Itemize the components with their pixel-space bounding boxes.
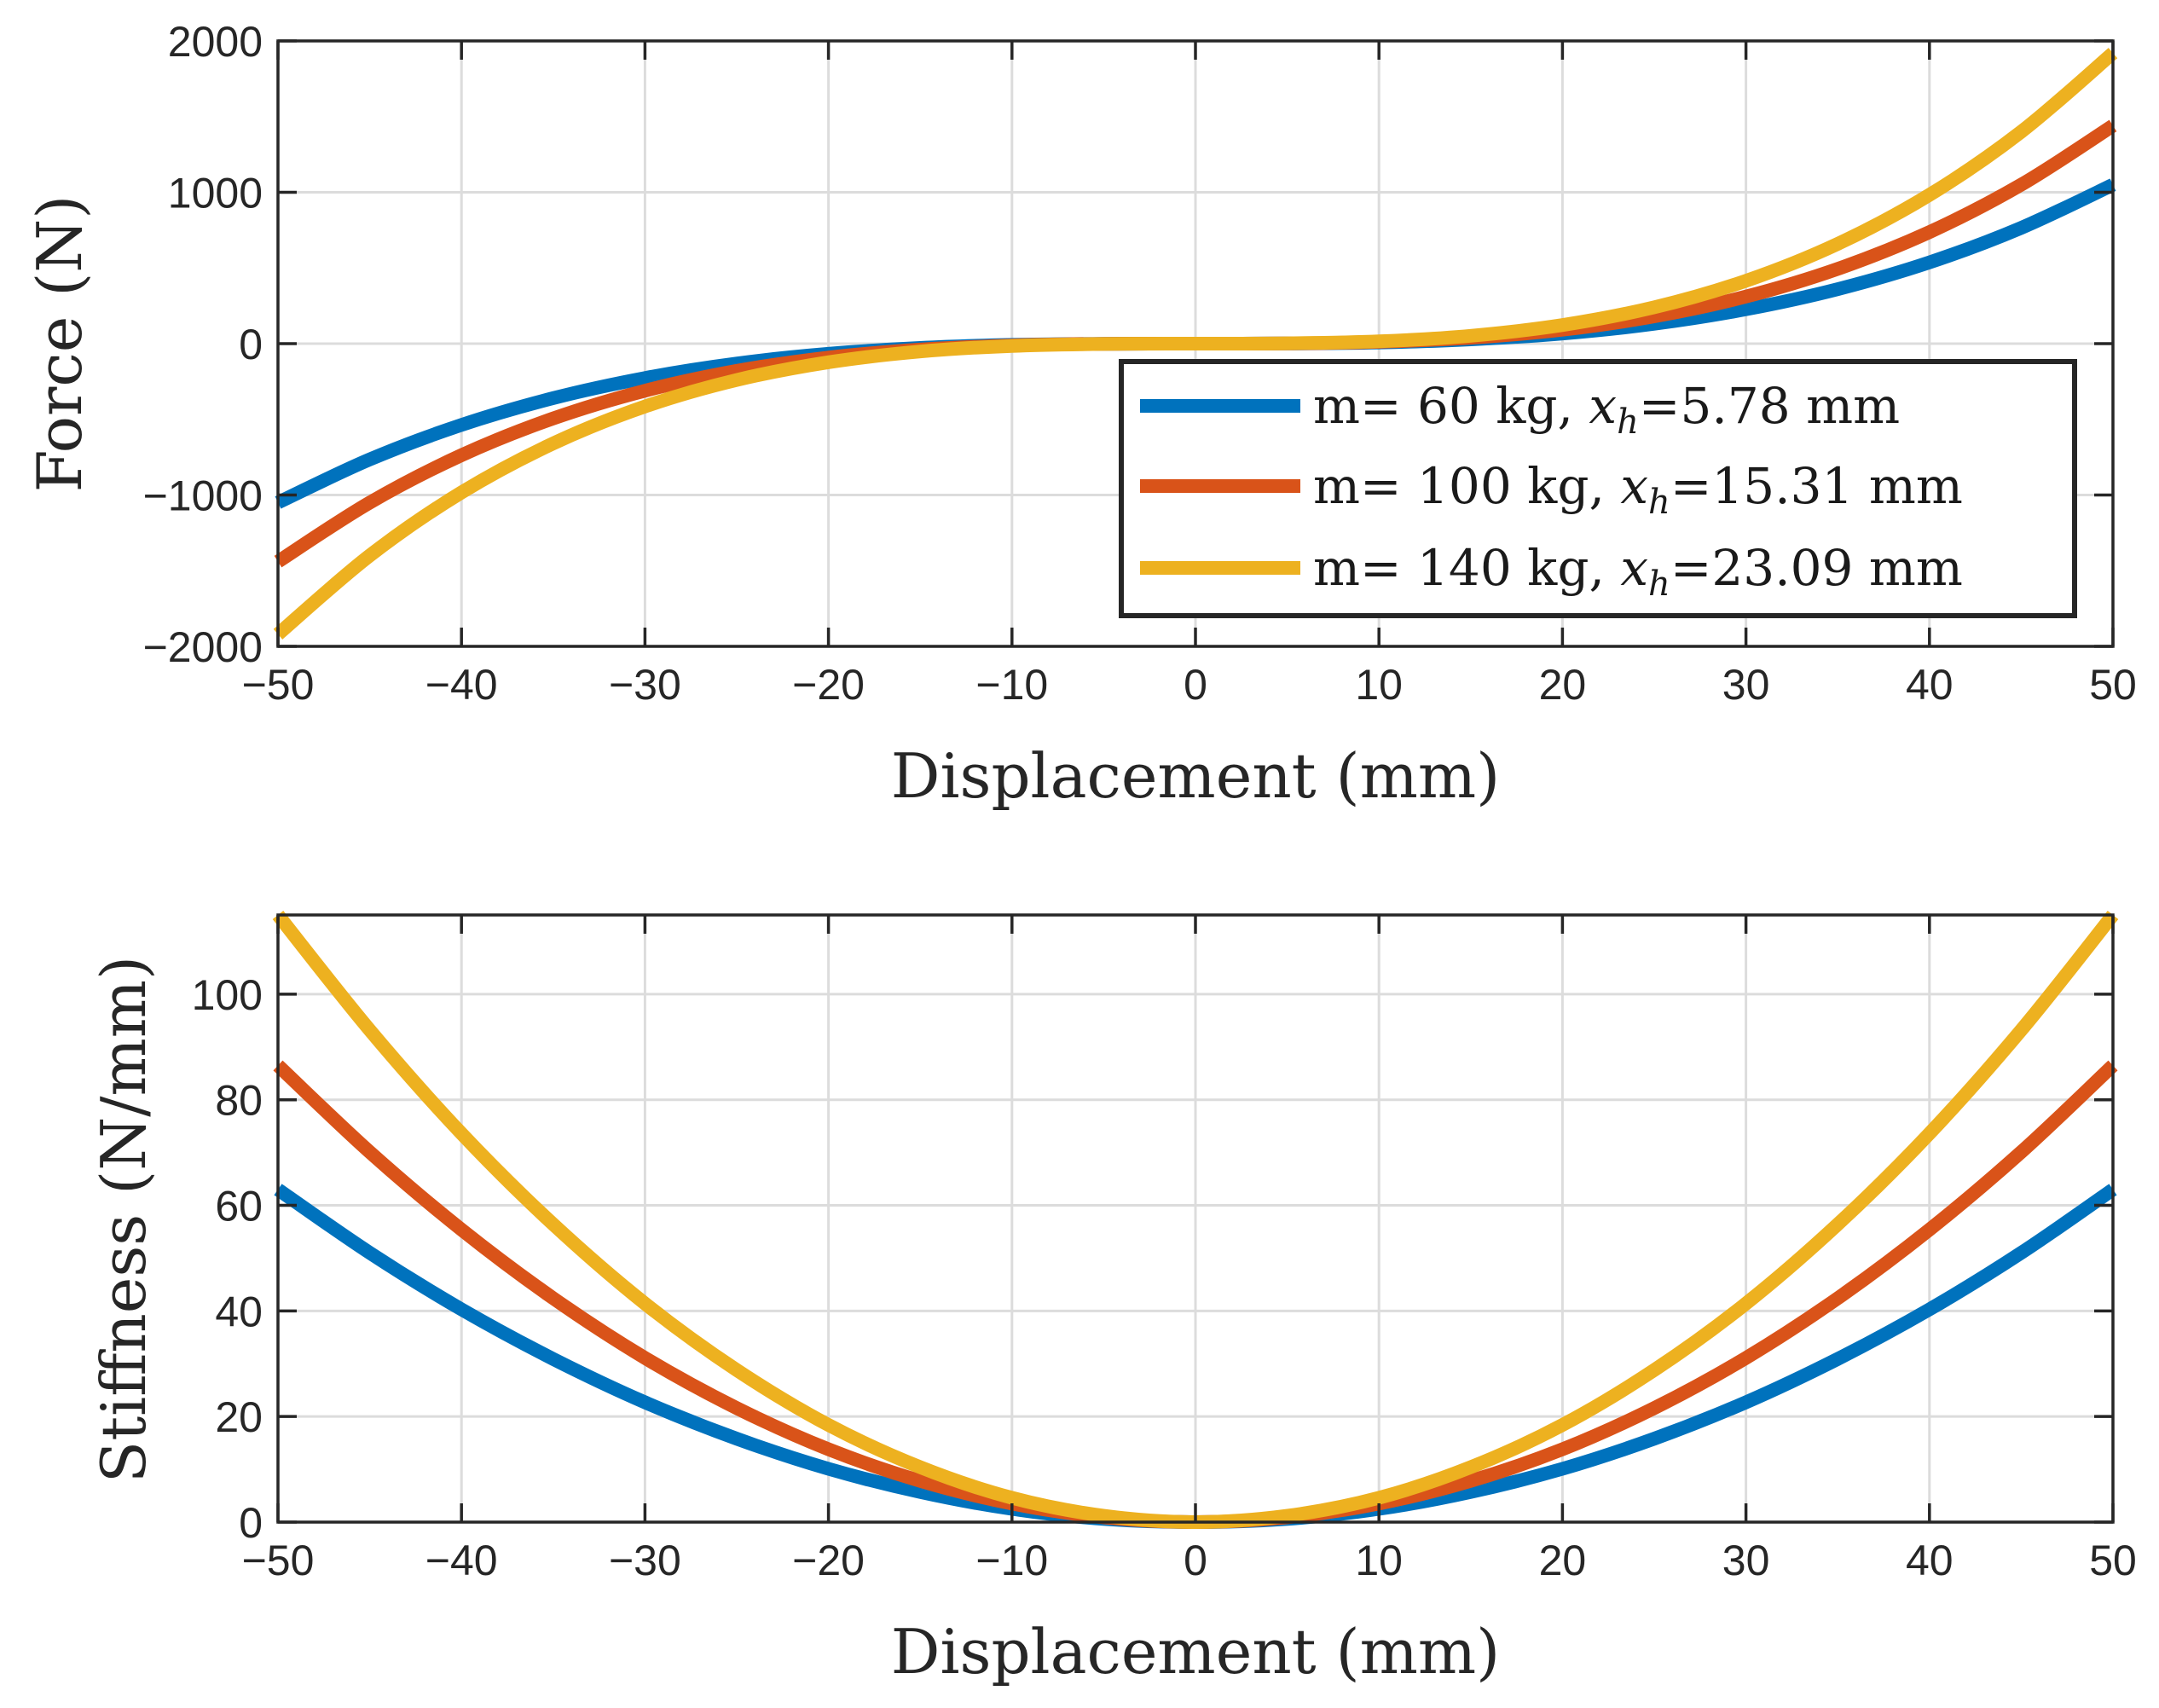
force-series-line-2	[273, 48, 2118, 640]
force-y-tick-label-3: 1000	[168, 170, 263, 217]
force-y-tick-label-4: 2000	[168, 18, 263, 66]
stiff-y-tick-label-1: 20	[215, 1393, 263, 1441]
force-y-tick-label-2: 0	[239, 321, 263, 368]
force-x-tick-label-1: −40	[425, 661, 498, 709]
force-x-tick-label-8: 30	[1722, 661, 1770, 709]
force-lines	[273, 48, 2118, 640]
stiff-x-tick-label-8: 30	[1722, 1537, 1770, 1584]
force-x-tick-label-3: −20	[792, 661, 865, 709]
legend: m= 60 kg, xh=5.78 mm m= 100 kg, xh=15.31…	[1119, 359, 2077, 618]
stiff-x-tick-label-2: −30	[609, 1537, 681, 1584]
stiff-x-tick-label-0: −50	[242, 1537, 315, 1584]
stiffness-y-axis-label: Stiffness (N/mm)	[88, 956, 159, 1483]
force-plot: −50 −40 −30 −20 −10 0 10 20 30 40 50 −2000 −1000 0 10…	[24, 18, 2137, 812]
legend-entry-100kg: m= 100 kg, xh=15.31 mm	[1140, 457, 1963, 522]
stiff-y-tick-label-3: 60	[215, 1183, 263, 1230]
stiff-x-tick-label-7: 20	[1539, 1537, 1587, 1584]
stiff-y-tick-label-0: 0	[239, 1499, 263, 1547]
force-x-tick-label-9: 40	[1906, 661, 1954, 709]
force-x-tick-label-4: −10	[975, 661, 1048, 709]
stiff-x-tick-label-4: −10	[975, 1537, 1048, 1584]
force-y-tick-labels: −2000 −1000 0 1000 2000	[143, 18, 263, 671]
stiffness-y-tick-labels: 0 20 40 60 80 100	[192, 971, 263, 1547]
stiff-x-tick-label-5: 0	[1184, 1537, 1207, 1584]
stiffness-x-tick-labels: −50 −40 −30 −20 −10 0 10 20 30 40 50	[242, 1537, 2137, 1584]
force-y-axis-label: Force (N)	[24, 195, 96, 493]
legend-label-60kg: m= 60 kg, xh=5.78 mm	[1313, 377, 1900, 442]
force-x-tick-label-6: 10	[1355, 661, 1403, 709]
force-y-tick-label-0: −2000	[143, 623, 263, 671]
force-x-tick-label-5: 0	[1184, 661, 1207, 709]
force-x-tick-labels: −50 −40 −30 −20 −10 0 10 20 30 40 50	[242, 661, 2137, 709]
force-y-tick-label-1: −1000	[143, 472, 263, 520]
legend-label-140kg: m= 140 kg, xh=23.09 mm	[1313, 539, 1963, 604]
force-ticks	[276, 39, 2115, 648]
stiffness-plot: −50 −40 −30 −20 −10 0 10 20 30 40 50 020406080100 …	[88, 911, 2137, 1688]
stiff-y-tick-label-2: 40	[215, 1288, 263, 1335]
stiffness-ticks	[276, 915, 2115, 1524]
stiff-x-tick-label-10: 50	[2089, 1537, 2137, 1584]
force-x-tick-label-7: 20	[1539, 661, 1587, 709]
stiff-y-tick-label-4: 80	[215, 1077, 263, 1125]
stiff-x-tick-label-1: −40	[425, 1537, 498, 1584]
legend-entry-140kg: m= 140 kg, xh=23.09 mm	[1140, 539, 1963, 604]
stiff-x-tick-label-9: 40	[1906, 1537, 1954, 1584]
legend-entry-60kg: m= 60 kg, xh=5.78 mm	[1140, 377, 1900, 442]
force-x-tick-label-10: 50	[2089, 661, 2137, 709]
legend-label-100kg: m= 100 kg, xh=15.31 mm	[1313, 457, 1963, 522]
stiff-x-tick-label-6: 10	[1355, 1537, 1403, 1584]
stiff-y-tick-label-5: 100	[192, 971, 263, 1019]
stiff-x-tick-label-3: −20	[792, 1537, 865, 1584]
force-x-tick-label-2: −30	[609, 661, 681, 709]
force-x-tick-label-0: −50	[242, 661, 315, 709]
stiffness-x-axis-label: Displacement (mm)	[891, 1616, 1500, 1688]
force-x-axis-label: Displacement (mm)	[891, 740, 1500, 812]
